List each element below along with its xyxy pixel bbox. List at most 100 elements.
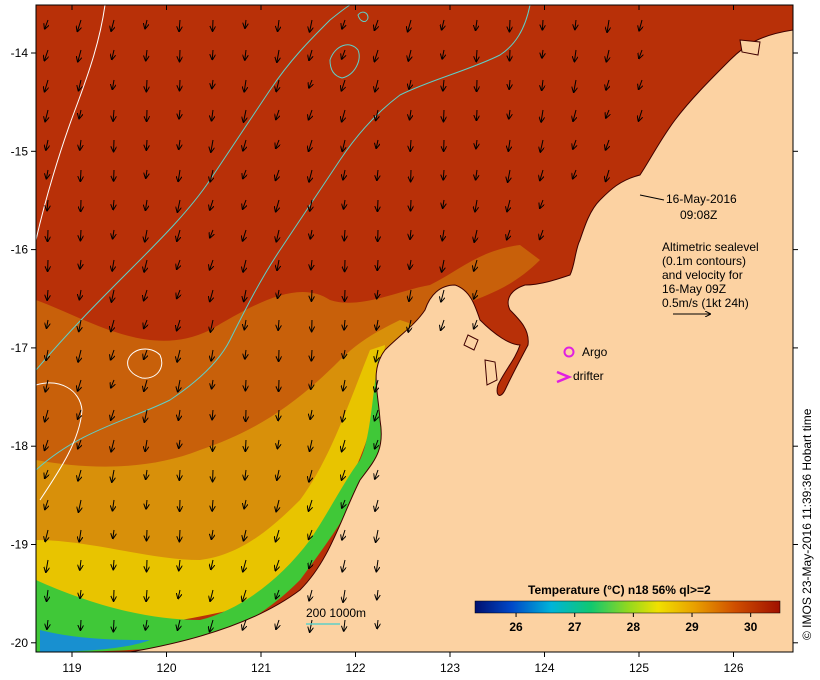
velocity-arrow xyxy=(178,619,180,630)
velocity-arrow xyxy=(145,19,147,28)
date-pointer xyxy=(639,194,665,201)
velocity-arrow xyxy=(311,259,312,269)
velocity-arrow xyxy=(47,199,48,210)
velocity-arrow xyxy=(509,109,510,119)
velocity-arrow xyxy=(573,109,576,121)
velocity-arrow xyxy=(310,439,312,451)
velocity-arrow xyxy=(177,289,180,298)
velocity-arrow xyxy=(541,109,543,122)
velocity-arrow xyxy=(441,289,444,302)
velocity-arrow xyxy=(443,79,444,91)
velocity-arrow xyxy=(540,229,543,239)
velocity-arrow xyxy=(377,259,378,270)
velocity-arrow xyxy=(376,319,378,330)
colorbar-title: Temperature (°C) n18 56% ql>=2 xyxy=(528,583,711,597)
y-tick-label: -18 xyxy=(11,439,29,453)
velocity-arrow xyxy=(278,19,279,31)
velocity-arrow xyxy=(144,289,147,300)
velocity-arrow xyxy=(474,259,477,271)
velocity-arrow xyxy=(46,169,48,178)
velocity-arrow xyxy=(145,619,147,630)
velocity-arrow xyxy=(277,259,279,270)
y-tick-label: -14 xyxy=(11,46,29,60)
sst-mid-zone xyxy=(36,245,540,520)
velocity-arrow xyxy=(508,169,510,182)
velocity-arrow xyxy=(343,589,345,602)
velocity-arrow xyxy=(276,169,279,180)
velocity-arrow xyxy=(310,229,312,239)
velocity-arrow xyxy=(46,139,48,150)
velocity-arrow xyxy=(574,49,576,61)
velocity-arrow xyxy=(177,199,180,212)
velocity-arrow xyxy=(377,619,378,628)
velocity-arrow xyxy=(245,49,246,60)
velocity-arrow xyxy=(45,529,48,541)
velocity-arrow xyxy=(309,79,312,88)
velocity-arrow xyxy=(113,529,114,538)
velocity-arrow xyxy=(212,379,213,388)
velocity-arrow xyxy=(47,319,48,328)
velocity-arrow xyxy=(639,109,642,121)
velocity-arrow xyxy=(212,499,213,511)
velocity-arrow xyxy=(475,199,477,211)
velocity-arrow xyxy=(113,199,114,209)
x-tick-label: 125 xyxy=(629,661,649,675)
velocity-arrow xyxy=(210,589,213,601)
velocity-arrow xyxy=(245,349,246,359)
velocity-arrow xyxy=(476,109,477,120)
velocity-arrow xyxy=(211,529,213,539)
velocity-arrow xyxy=(245,19,246,28)
velocity-arrow xyxy=(179,139,180,149)
velocity-arrows xyxy=(44,19,642,632)
velocity-arrow xyxy=(244,289,246,301)
velocity-arrow xyxy=(442,229,444,240)
velocity-arrow xyxy=(375,499,378,511)
velocity-arrow xyxy=(606,139,609,150)
velocity-arrow xyxy=(78,499,81,512)
velocity-arrow xyxy=(244,79,246,92)
velocity-arrow xyxy=(606,79,609,90)
velocity-arrow xyxy=(377,169,378,180)
velocity-arrow xyxy=(375,379,378,392)
altimetry-contour-white xyxy=(36,382,83,501)
velocity-arrow xyxy=(144,259,147,272)
velocity-arrow xyxy=(309,529,312,539)
altimetry-contour-white xyxy=(36,5,106,241)
velocity-arrow xyxy=(113,109,114,121)
isobath-label: 200 1000m xyxy=(306,606,366,620)
velocity-arrow xyxy=(212,49,213,59)
legend-line-2: (0.1m contours) xyxy=(662,254,746,268)
velocity-arrow xyxy=(78,49,81,61)
velocity-arrow xyxy=(112,469,114,482)
velocity-arrow xyxy=(210,319,213,332)
velocity-arrow xyxy=(540,199,543,208)
velocity-arrow xyxy=(476,19,477,30)
velocity-arrow xyxy=(146,79,147,91)
velocity-arrow xyxy=(410,109,411,119)
velocity-arrow xyxy=(276,589,279,598)
velocity-arrow xyxy=(409,79,411,89)
velocity-arrow xyxy=(179,439,180,448)
velocity-arrow xyxy=(311,379,312,389)
velocity-arrow xyxy=(342,559,345,572)
velocity-arrow xyxy=(310,19,312,32)
velocity-arrow xyxy=(474,319,477,329)
velocity-arrow xyxy=(178,169,180,181)
velocity-arrow xyxy=(342,139,345,151)
velocity-arrow xyxy=(377,589,378,599)
colorbar-ticks: 26 27 28 29 30 xyxy=(509,613,758,634)
velocity-arrow xyxy=(343,169,345,180)
x-tick-label: 124 xyxy=(534,661,554,675)
x-tick-label: 119 xyxy=(62,661,81,675)
velocity-arrow xyxy=(80,229,81,240)
colorbar-tick-label: 29 xyxy=(685,620,699,634)
island xyxy=(484,359,498,386)
velocity-arrow xyxy=(212,409,213,419)
velocity-arrow xyxy=(376,349,378,361)
velocity-arrow xyxy=(242,589,246,601)
velocity-arrow xyxy=(342,19,345,29)
velocity-arrow xyxy=(245,379,246,390)
velocity-arrow xyxy=(243,199,246,209)
colorbar-tick-label: 30 xyxy=(744,620,758,634)
velocity-arrow xyxy=(573,139,576,149)
